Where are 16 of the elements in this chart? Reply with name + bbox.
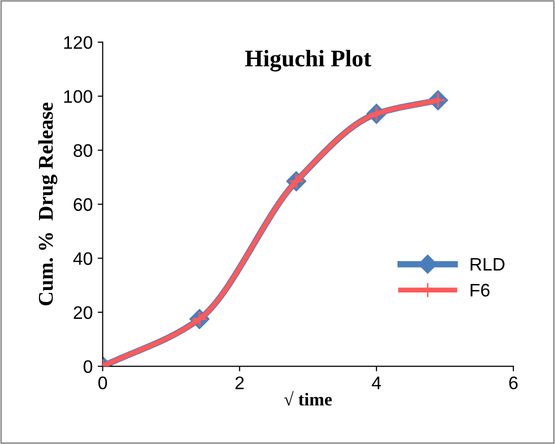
x-axis-title: √ time	[284, 391, 332, 406]
y-tick-label: 40	[73, 252, 92, 265]
legend-label: F6	[470, 284, 490, 297]
y-tick-label: 80	[74, 144, 92, 157]
y-tick-label: 60	[74, 198, 92, 211]
y-tick-label: 100	[64, 90, 92, 103]
x-tick-label: 6	[509, 376, 518, 390]
y-tick-label: 120	[64, 36, 92, 49]
y-axis-title: Cum. % Drug Release	[38, 102, 58, 306]
x-tick-label: 2	[235, 376, 244, 390]
y-tick-label: 0	[84, 360, 92, 374]
y-tick-label: 20	[74, 306, 92, 319]
legend-label: RLD	[470, 258, 504, 271]
chart-title: Higuchi Plot	[245, 50, 372, 72]
x-tick-label: 4	[372, 376, 381, 390]
x-tick-label: 0	[98, 376, 107, 390]
